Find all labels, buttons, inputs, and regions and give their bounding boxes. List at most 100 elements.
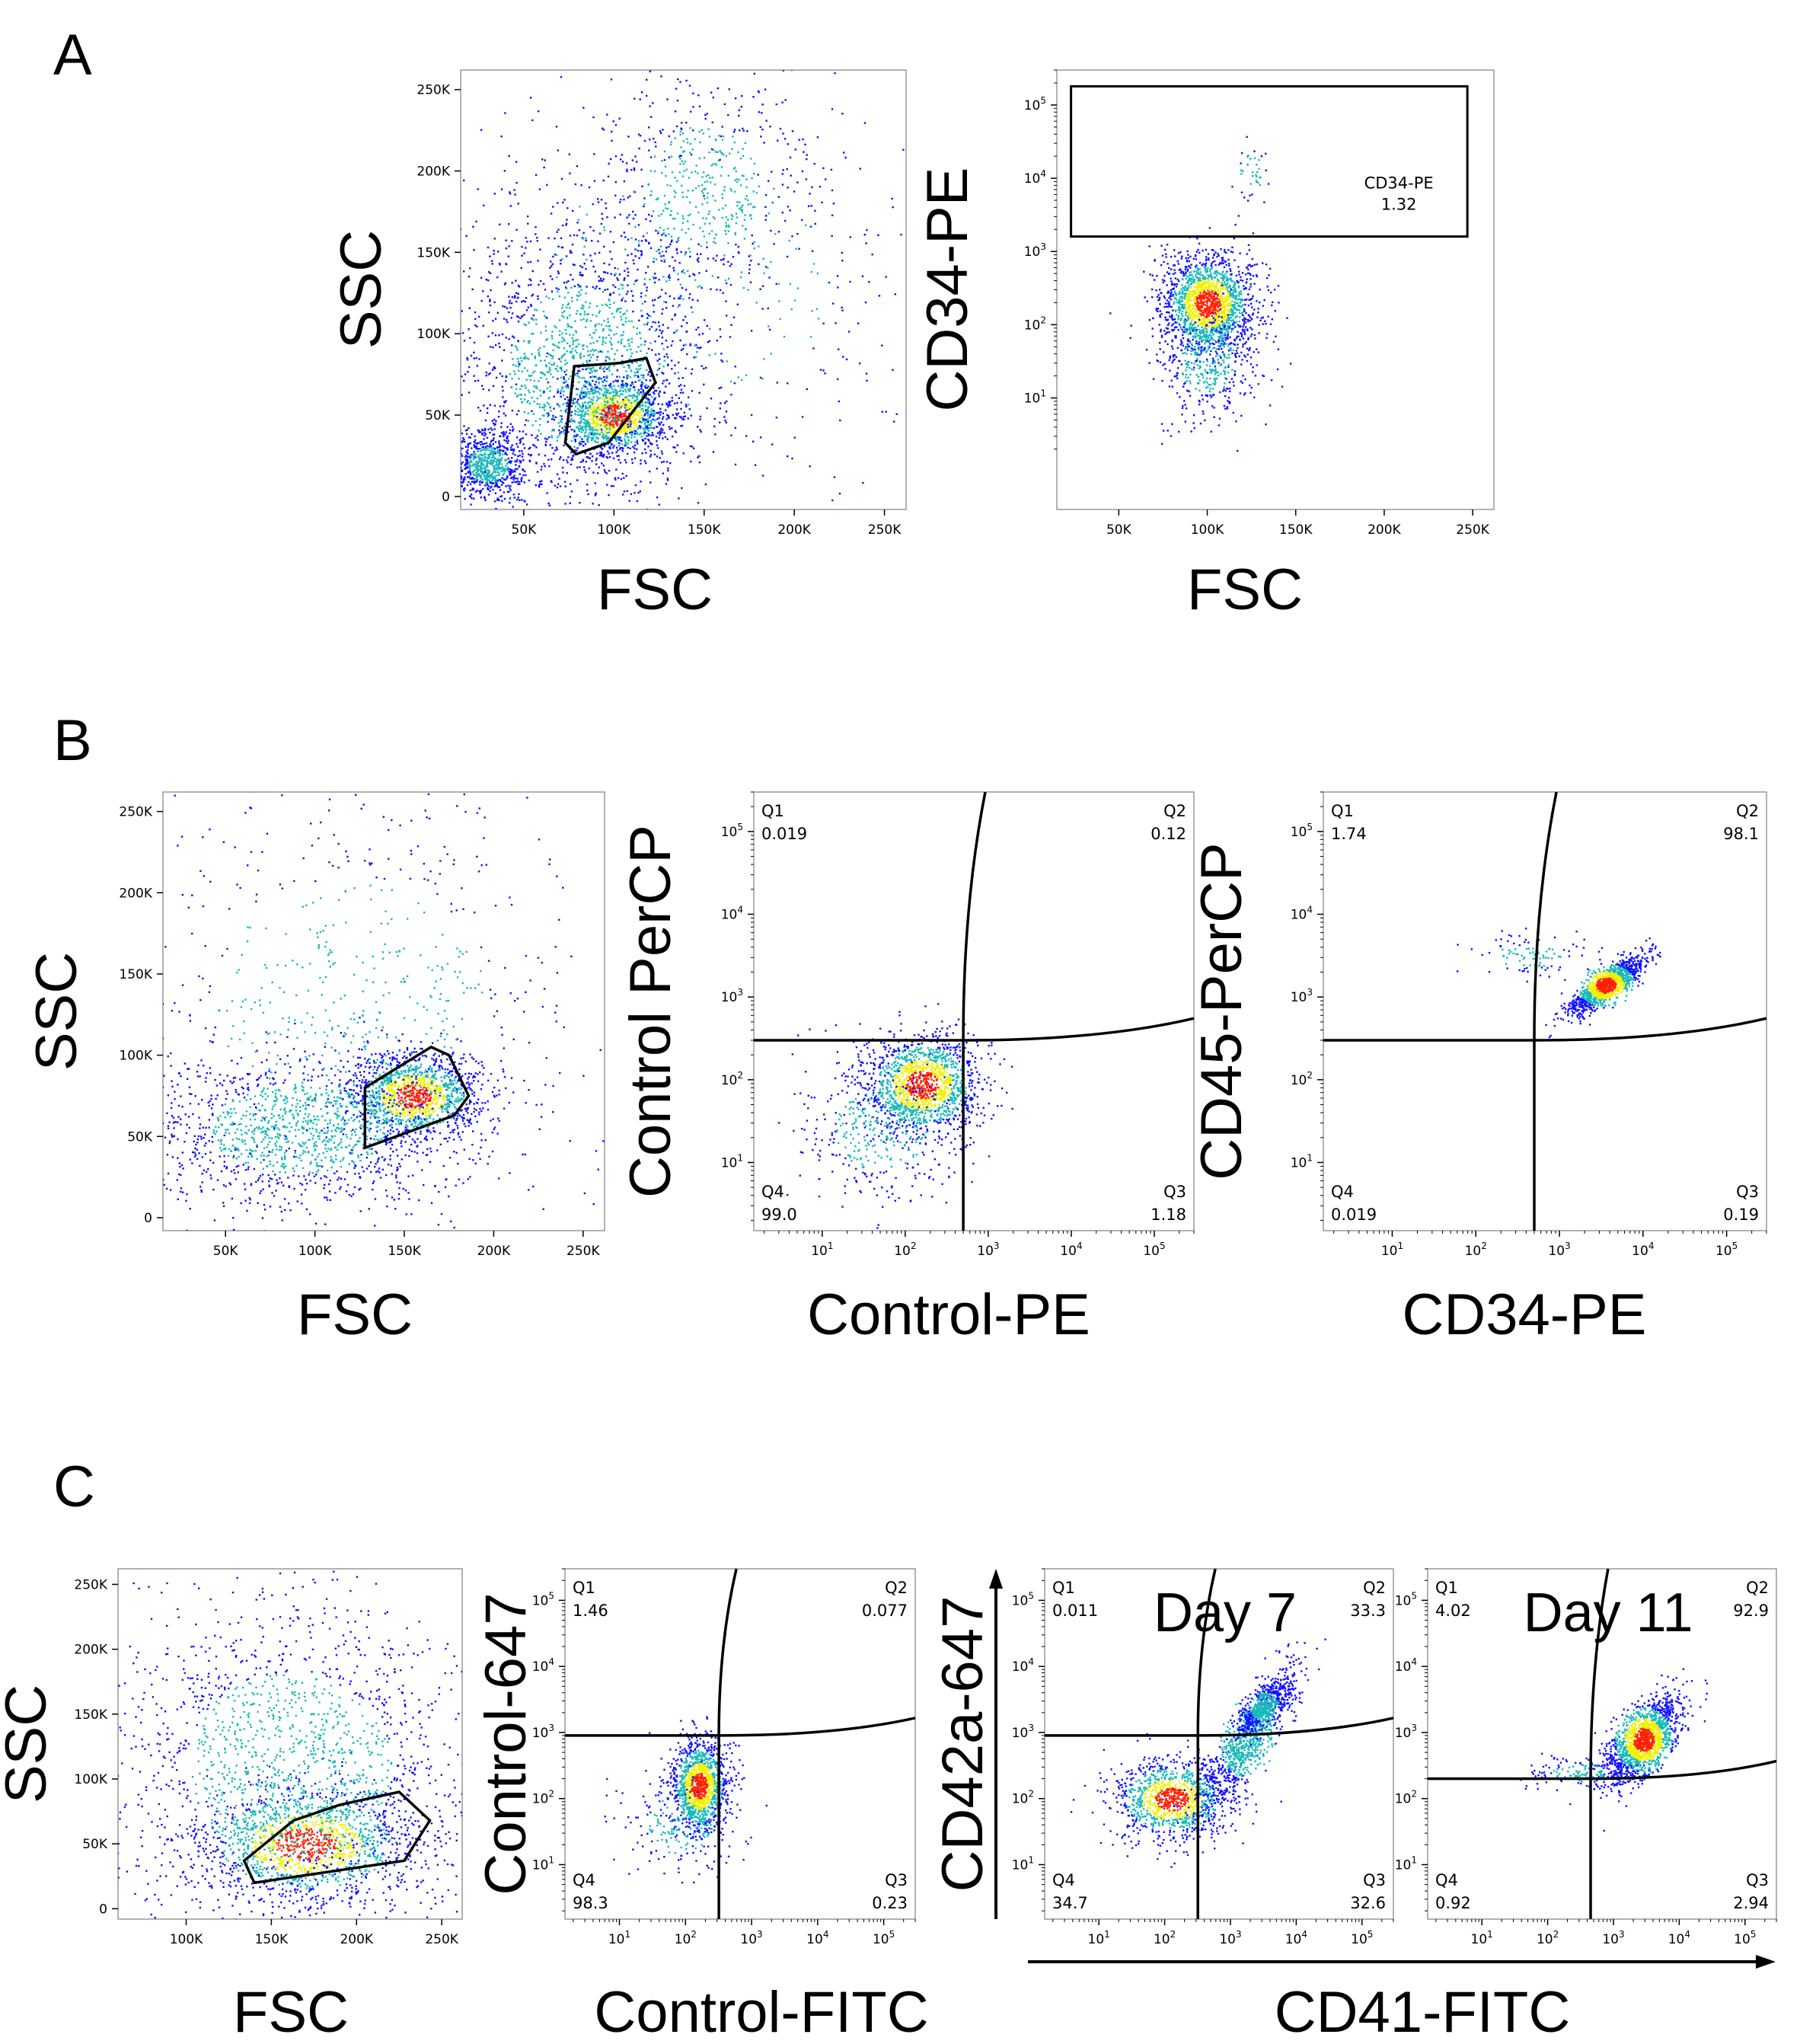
data-point	[551, 430, 554, 432]
data-point	[1163, 306, 1166, 308]
data-point	[490, 473, 493, 476]
data-point	[607, 419, 609, 421]
data-point	[653, 453, 656, 455]
data-point	[471, 497, 473, 500]
data-point	[1195, 251, 1198, 253]
data-point	[620, 477, 623, 481]
data-point	[548, 586, 550, 588]
data-point	[613, 334, 615, 336]
data-point	[720, 259, 723, 261]
data-point	[560, 360, 562, 362]
data-point	[515, 436, 519, 439]
data-point	[736, 216, 739, 219]
data-point	[432, 306, 433, 308]
data-point	[592, 203, 594, 206]
data-point	[659, 245, 662, 248]
data-point	[609, 292, 612, 295]
data-point	[660, 132, 662, 134]
data-point	[1176, 299, 1178, 301]
data-point	[1216, 291, 1218, 294]
data-point	[741, 211, 743, 213]
data-point	[595, 457, 598, 460]
data-point	[608, 399, 610, 402]
data-point	[721, 196, 724, 200]
data-point	[496, 311, 499, 314]
data-point	[506, 477, 508, 480]
data-point	[726, 360, 728, 362]
data-point	[621, 426, 624, 430]
data-point	[630, 290, 633, 292]
data-point	[598, 350, 600, 353]
data-point	[821, 201, 823, 204]
data-point	[506, 442, 509, 444]
data-point	[631, 159, 634, 161]
data-point	[1206, 302, 1208, 305]
data-point	[1211, 285, 1214, 287]
x-tick-label: 250K	[868, 522, 902, 538]
data-point	[600, 222, 602, 225]
data-point	[1166, 244, 1169, 246]
data-point	[603, 416, 605, 419]
data-point	[640, 315, 643, 318]
data-point	[646, 509, 648, 510]
data-point	[535, 420, 537, 423]
data-point	[623, 198, 625, 201]
data-point	[521, 315, 524, 318]
data-point	[734, 426, 736, 430]
data-point	[588, 424, 591, 426]
data-point	[885, 410, 887, 413]
data-point	[664, 203, 666, 206]
data-point	[563, 338, 565, 340]
data-point	[662, 276, 665, 278]
data-point	[1223, 342, 1226, 344]
data-point	[704, 483, 707, 486]
data-point	[637, 375, 640, 377]
data-point	[537, 260, 539, 262]
data-point	[1182, 337, 1185, 340]
data-point	[612, 292, 615, 294]
data-point	[651, 432, 653, 434]
data-point	[674, 313, 676, 315]
data-point	[600, 277, 602, 279]
data-point	[750, 218, 752, 220]
data-point	[614, 396, 617, 398]
data-point	[589, 65, 590, 67]
y-tick-label: 250K	[416, 83, 450, 98]
data-point	[654, 321, 656, 324]
data-point	[519, 430, 521, 433]
y-tick-label: 100K	[416, 327, 450, 342]
data-point	[487, 465, 489, 468]
data-point	[728, 225, 730, 228]
data-point	[515, 300, 518, 303]
data-point	[689, 251, 691, 253]
data-point	[706, 241, 708, 244]
data-point	[1197, 347, 1200, 350]
data-point	[690, 460, 692, 463]
data-point	[476, 365, 479, 367]
data-point	[677, 412, 680, 414]
data-point	[576, 165, 579, 168]
data-point	[634, 389, 636, 391]
data-point	[546, 387, 549, 390]
data-point	[620, 283, 622, 286]
data-point	[1159, 342, 1161, 344]
data-point	[620, 198, 622, 201]
data-point	[622, 385, 625, 387]
data-point	[634, 381, 637, 383]
data-point	[552, 414, 554, 417]
data-point	[649, 420, 653, 422]
data-point	[560, 421, 563, 423]
data-point	[802, 138, 804, 141]
data-point	[611, 404, 614, 406]
data-point	[519, 459, 521, 462]
data-point	[667, 276, 670, 278]
data-point	[669, 276, 671, 279]
data-point	[463, 179, 465, 182]
data-point	[591, 460, 593, 462]
data-point	[488, 362, 490, 365]
data-point	[655, 198, 658, 201]
data-point	[606, 411, 608, 414]
data-point	[652, 321, 654, 324]
data-point	[678, 237, 680, 239]
data-point	[597, 417, 599, 419]
